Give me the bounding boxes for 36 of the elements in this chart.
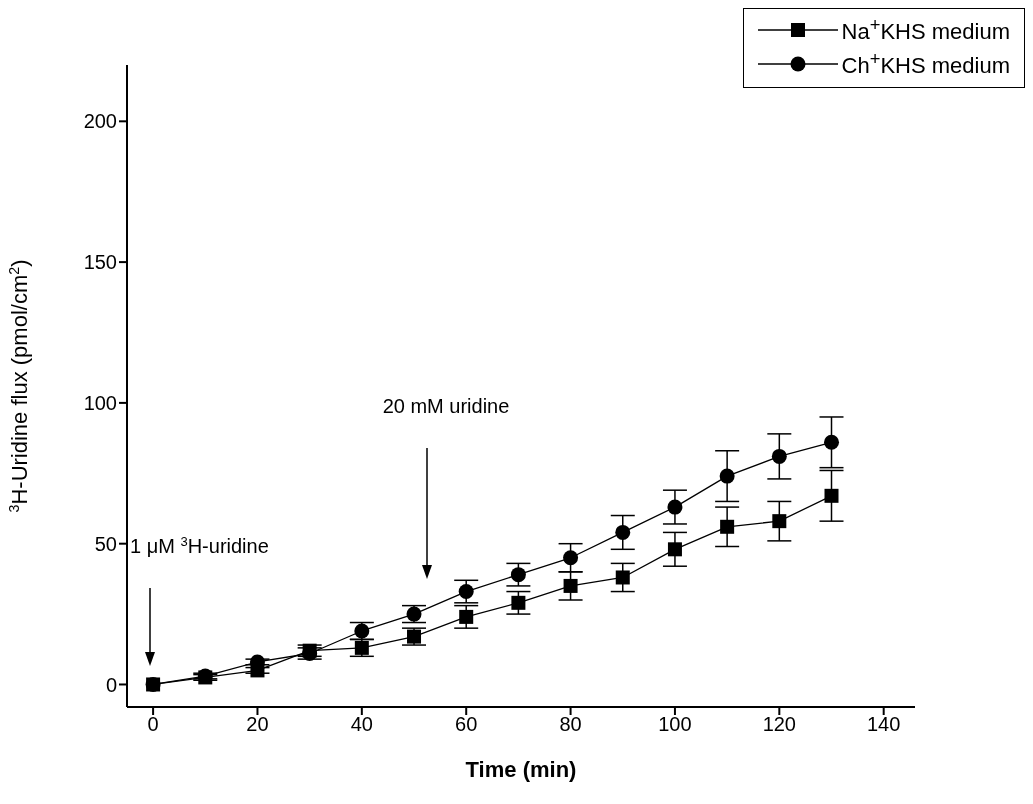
point [459,609,474,624]
annotation: 20 mM uridine [382,395,510,417]
point [720,519,735,534]
legend-label: Na$^{+}$KHS medium [841,14,1010,46]
point [719,468,735,484]
point [615,524,631,540]
x-tick-label: 100 [658,713,692,736]
x-tick-label: 60 [455,713,478,736]
x-tick-label: 20 [246,713,269,736]
legend-label: Ch$^{+}$KHS medium [841,48,1010,80]
x-tick-label: 140 [867,713,901,736]
point [615,570,630,585]
point [407,629,422,644]
x-tick-label: 120 [762,713,797,736]
point [667,542,682,557]
point [824,488,839,503]
annotation: 1 μM $^{3}$H-uridine [130,533,269,557]
x-tick-label: 80 [559,713,582,736]
y-tick-label: 50 [94,532,117,555]
point [772,514,787,529]
y-tick-label: 200 [83,110,117,133]
x-tick-label: 40 [350,713,373,736]
point [563,578,578,593]
point [667,499,683,515]
y-tick-label: 100 [83,391,117,414]
point [824,434,839,450]
y-tick-label: 150 [83,251,117,274]
point [458,584,474,600]
point [510,567,526,583]
point [563,550,579,566]
x-axis-title: Time (min) [465,757,577,782]
point [771,448,787,464]
point [406,606,422,622]
y-tick-label: 0 [105,673,117,696]
x-tick-label: 0 [147,713,159,736]
point [511,595,526,610]
